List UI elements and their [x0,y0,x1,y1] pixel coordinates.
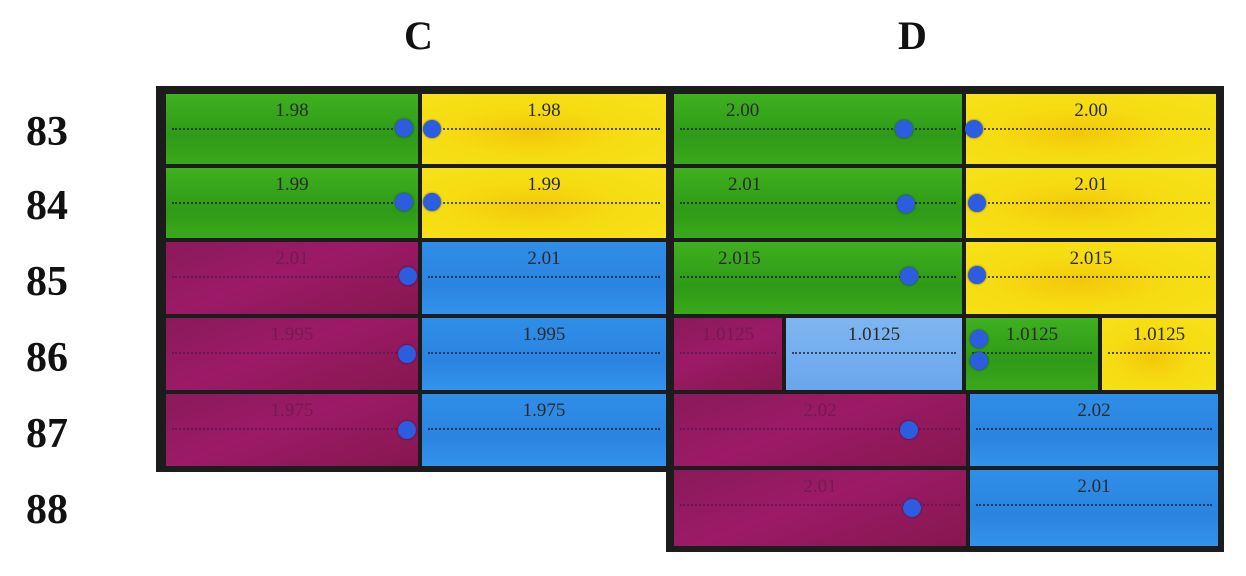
dotted-line [680,202,956,204]
cell-value: 1.0125 [701,324,755,345]
dotted-line [172,276,412,278]
cell-d83-yellow: 2.00 [966,94,1216,164]
pin-marker [399,267,417,285]
cell-d86-yellow: 1.0125 [1102,318,1216,390]
pin-marker [423,193,441,211]
pin-marker [897,195,915,213]
cell-value: 1.99 [275,174,309,195]
row-header-87: 87 [26,411,68,457]
cell-c87-blue: 1.975 [422,394,666,466]
cell-c87-magenta: 1.975 [166,394,418,466]
cell-c83-green: 1.98 [166,94,418,164]
cell-value: 1.995 [270,324,314,345]
row-header-84: 84 [26,183,68,229]
dotted-line [976,428,1212,430]
dotted-line [428,428,660,430]
dotted-line [680,276,956,278]
cell-value: 1.98 [275,100,309,121]
cell-c85-magenta: 2.01 [166,242,418,314]
cell-d85-yellow: 2.015 [966,242,1216,314]
cell-c84-green: 1.99 [166,168,418,238]
cell-value: 2.01 [1074,174,1108,195]
cell-c84-yellow: 1.99 [422,168,666,238]
cell-value: 2.01 [1077,476,1111,497]
pin-marker [895,120,913,138]
dotted-line [172,428,412,430]
cell-d86-magenta: 1.0125 [674,318,782,390]
cell-value: 1.98 [527,100,561,121]
dotted-line [428,128,660,130]
pin-marker [395,119,413,137]
cell-c83-yellow: 1.98 [422,94,666,164]
dotted-line [172,352,412,354]
cell-value: 2.02 [803,400,837,421]
dotted-line [680,504,960,506]
dotted-line [972,276,1210,278]
cell-c86-blue: 1.995 [422,318,666,390]
cell-d86-lightblue: 1.0125 [786,318,962,390]
dotted-line [428,202,660,204]
row-header-86: 86 [26,335,68,381]
cell-value: 1.0125 [847,324,901,345]
pin-marker [903,499,921,517]
dotted-line [1108,352,1210,354]
pin-marker [398,345,416,363]
cell-value: 2.00 [726,100,760,121]
cell-c86-magenta: 1.995 [166,318,418,390]
cell-value: 1.0125 [1005,324,1059,345]
cell-value: 2.015 [718,248,761,269]
cell-d84-yellow: 2.01 [966,168,1216,238]
dotted-line [428,276,660,278]
row-header-88: 88 [26,487,68,533]
dotted-line [792,352,956,354]
column-header-c: C [404,13,433,58]
pin-marker [423,120,441,138]
pin-marker [970,352,988,370]
cell-value: 2.01 [275,248,309,269]
cell-value: 1.975 [522,400,566,421]
dotted-line [172,202,412,204]
cell-value: 2.01 [527,248,561,269]
dotted-line [680,428,960,430]
cell-value: 2.01 [803,476,837,497]
row-header-83: 83 [26,109,68,155]
cell-value: 2.015 [1069,248,1113,269]
cell-value: 2.00 [1074,100,1108,121]
pin-marker [395,193,413,211]
row-header-85: 85 [26,259,68,305]
cell-d88-blue: 2.01 [970,470,1218,546]
dotted-line [680,128,956,130]
pin-marker [900,267,918,285]
cell-value: 1.975 [270,400,314,421]
cell-value: 1.0125 [1132,324,1186,345]
cell-value: 2.01 [728,174,762,195]
dotted-line [972,202,1210,204]
cell-d85-green: 2.015 [674,242,962,314]
column-header-d: D [898,13,927,58]
dotted-line [680,352,776,354]
cell-value: 1.995 [522,324,566,345]
dotted-line [172,128,412,130]
cell-d86-green: 1.0125 [966,318,1098,390]
cell-c85-blue: 2.01 [422,242,666,314]
cell-value: 1.99 [527,174,561,195]
pin-marker [970,330,988,348]
dotted-line [428,352,660,354]
pin-marker [968,194,986,212]
cell-d87-blue: 2.02 [970,394,1218,466]
cell-d83-green: 2.00 [674,94,962,164]
cell-d84-green: 2.01 [674,168,962,238]
cell-d87-magenta: 2.02 [674,394,966,466]
pin-marker [965,120,983,138]
cell-value: 2.02 [1077,400,1111,421]
pin-marker [900,421,918,439]
cell-d88-magenta: 2.01 [674,470,966,546]
pin-marker [398,421,416,439]
pin-marker [968,266,986,284]
dotted-line [972,128,1210,130]
dotted-line [972,352,1092,354]
dotted-line [976,504,1212,506]
